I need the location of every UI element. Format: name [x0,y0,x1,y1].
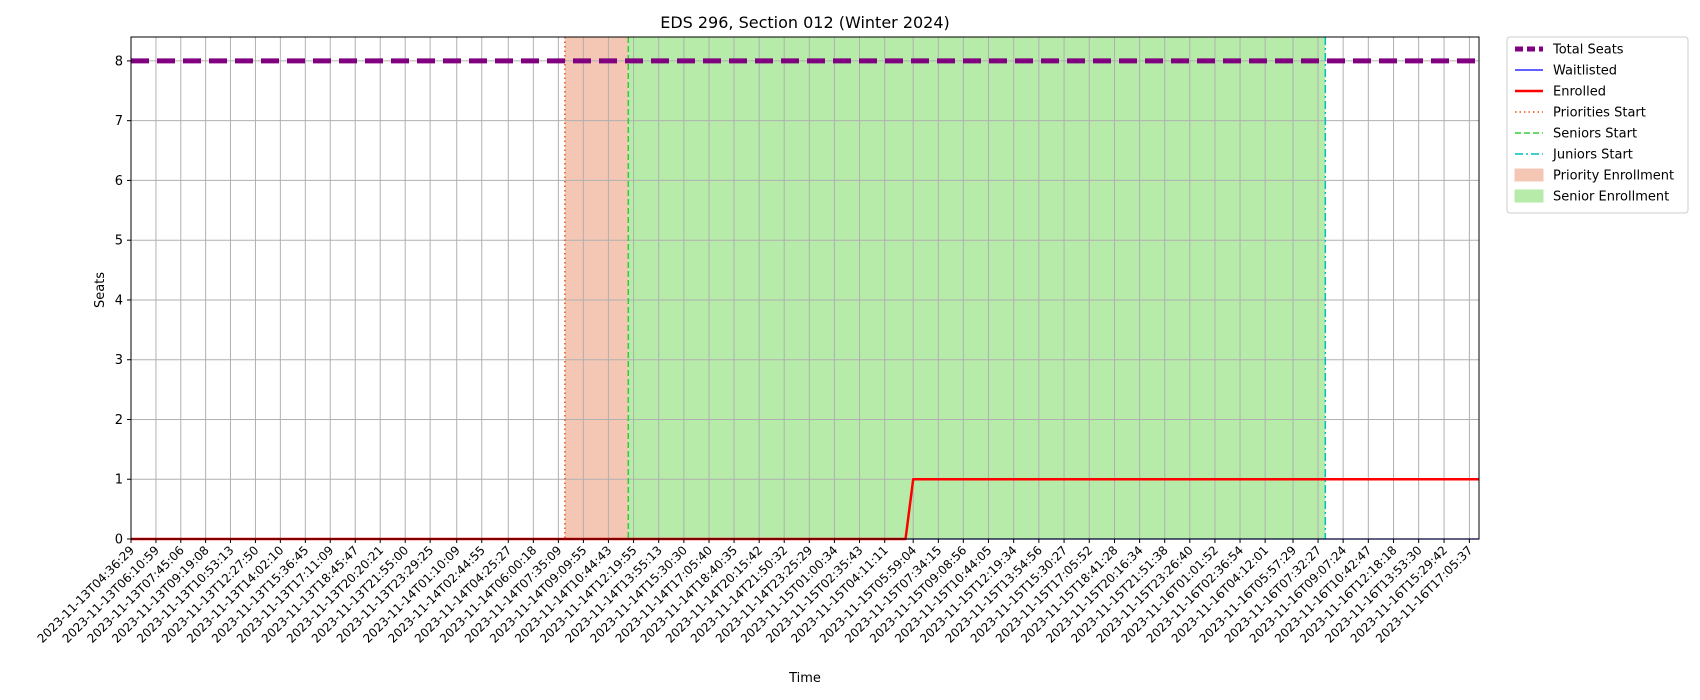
legend-swatch-6 [1514,168,1544,182]
y-tick-label-5: 5 [115,234,123,249]
y-tick-label-4: 4 [115,293,123,308]
legend-label-2: Enrolled [1553,85,1606,100]
y-tick-label-3: 3 [115,353,123,368]
plot-area: 0123456782023-11-13T04:36:292023-11-13T0… [35,36,1480,646]
y-tick-label-1: 1 [115,473,123,488]
x-axis-label: Time [788,671,821,686]
span-1 [628,37,1326,539]
legend-label-3: Priorities Start [1553,106,1646,121]
y-tick-label-7: 7 [115,114,123,129]
legend-label-4: Seniors Start [1553,127,1637,142]
y-tick-label-0: 0 [115,533,123,548]
legend-frame [1506,36,1689,214]
legend-label-1: Waitlisted [1553,64,1617,79]
y-tick-label-2: 2 [115,413,123,428]
legend-label-0: Total Seats [1552,43,1624,58]
chart-title: EDS 296, Section 012 (Winter 2024) [660,13,950,32]
y-axis-label: Seats [93,272,108,308]
legend-swatch-7 [1514,189,1544,203]
legend: Total Seats Waitlisted Enrolled Priorities … [1506,36,1689,214]
y-tick-label-8: 8 [115,54,123,69]
legend-label-7: Senior Enrollment [1553,190,1669,205]
y-tick-label-6: 6 [115,174,123,189]
axes-frame [130,36,1480,540]
span-0 [564,37,629,539]
legend-label-6: Priority Enrollment [1553,169,1674,184]
legend-label-5: Juniors Start [1552,148,1633,163]
